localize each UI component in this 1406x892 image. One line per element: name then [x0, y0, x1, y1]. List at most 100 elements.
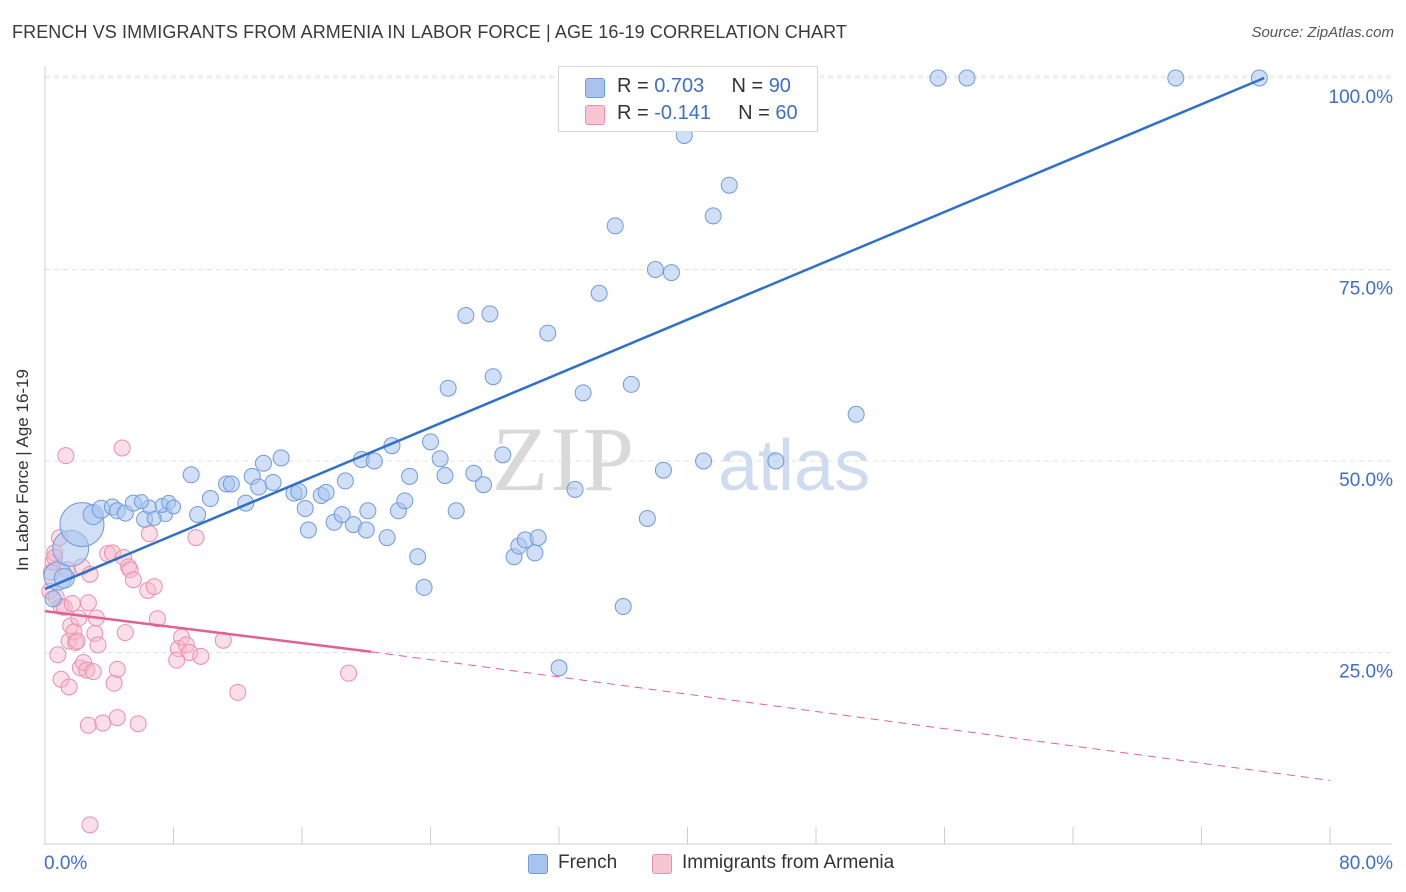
armenia-point	[129, 715, 147, 733]
french-point	[526, 544, 544, 562]
french-point	[695, 452, 713, 470]
armenia-point	[121, 561, 139, 579]
french-r-value: 0.703	[654, 75, 705, 97]
armenia-trend-extension	[371, 651, 1331, 781]
grid-layer	[45, 75, 1392, 653]
tick-label-layer: 25.0% 50.0% 75.0% 100.0% 0.0% 80.0%	[44, 87, 1393, 874]
french-point	[614, 598, 632, 616]
french-point	[436, 467, 454, 485]
french-legend-swatch	[528, 854, 548, 874]
armenia-point	[145, 578, 163, 596]
french-point	[166, 499, 181, 515]
french-point	[529, 529, 547, 547]
french-point	[333, 506, 351, 524]
french-trend-line	[44, 76, 1265, 591]
french-point	[357, 521, 375, 539]
armenia-point	[124, 571, 142, 589]
y-tick-label: 100.0%	[1329, 87, 1394, 108]
french-point	[457, 306, 475, 324]
french-swatch	[585, 78, 605, 98]
french-points	[43, 69, 1268, 677]
armenia-point	[57, 447, 75, 465]
french-point	[958, 69, 976, 87]
armenia-point	[60, 678, 78, 696]
armenia-legend-swatch	[652, 854, 672, 874]
armenia-point	[81, 816, 99, 834]
french-point	[465, 464, 483, 482]
french-point	[929, 69, 947, 87]
french-point	[272, 449, 290, 467]
french-point	[222, 475, 240, 493]
french-point	[574, 384, 592, 402]
y-tick-label: 75.0%	[1339, 279, 1393, 300]
french-point	[264, 473, 282, 491]
french-point	[1167, 69, 1185, 87]
french-point	[494, 446, 512, 464]
y-axis-label-wrap: In Labor Force | Age 16-19	[8, 0, 38, 892]
watermark: ZIP atlas	[492, 408, 870, 510]
french-point	[296, 499, 314, 517]
french-n-label: N =	[731, 75, 769, 97]
armenia-point	[89, 636, 107, 654]
french-point	[409, 548, 427, 566]
french-point	[189, 506, 207, 524]
armenia-point	[108, 660, 126, 678]
french-legend-label: French	[558, 852, 618, 873]
source-label: Source: ZipAtlas.com	[1251, 24, 1394, 41]
french-point	[254, 454, 272, 472]
french-point	[606, 217, 624, 235]
armenia-point	[229, 683, 247, 701]
y-tick-label: 50.0%	[1339, 470, 1393, 491]
french-point	[422, 433, 439, 451]
french-point	[539, 324, 557, 342]
french-point	[401, 467, 419, 485]
french-point	[250, 478, 268, 496]
french-point	[566, 480, 584, 498]
french-point	[646, 261, 664, 278]
armenia-legend-label: Immigrants from Armenia	[682, 852, 895, 873]
x-tick-label-max: 80.0%	[1339, 853, 1393, 874]
french-point	[378, 529, 396, 547]
french-point	[847, 405, 865, 423]
armenia-trend-line	[44, 609, 372, 653]
correlation-legend: R = 0.703 N = 90 R = -0.141 N = 60	[558, 66, 818, 132]
french-point	[299, 521, 317, 539]
french-point	[133, 494, 149, 510]
french-point	[365, 452, 383, 470]
french-point	[484, 368, 502, 386]
french-point	[201, 490, 219, 508]
armenia-r-value: -0.141	[654, 102, 711, 124]
french-point	[431, 450, 449, 468]
french-point	[654, 461, 672, 479]
armenia-point	[140, 525, 158, 543]
watermark-zip: ZIP	[492, 408, 636, 510]
french-point	[622, 375, 640, 393]
french-r-label: R =	[617, 75, 655, 97]
armenia-n-value: 60	[775, 102, 798, 124]
french-point	[550, 659, 568, 677]
french-point	[146, 510, 162, 526]
french-point	[767, 452, 785, 470]
french-point	[704, 207, 722, 225]
y-axis-label: In Labor Force | Age 16-19	[13, 369, 32, 571]
armenia-point	[68, 632, 86, 650]
french-point	[359, 502, 377, 520]
armenia-point	[79, 716, 97, 734]
armenia-point	[108, 709, 126, 727]
trend-layer	[44, 76, 1331, 781]
armenia-point	[113, 439, 131, 457]
chart-title: FRENCH VS IMMIGRANTS FROM ARMENIA IN LAB…	[12, 22, 847, 42]
armenia-n-label: N =	[738, 102, 776, 124]
armenia-swatch	[585, 105, 605, 125]
watermark-atlas: atlas	[718, 426, 870, 506]
french-n-value: 90	[768, 75, 791, 97]
french-point	[396, 492, 414, 510]
armenia-r-label: R =	[617, 102, 655, 124]
armenia-point	[148, 610, 166, 628]
armenia-point	[116, 624, 134, 642]
armenia-point	[94, 714, 112, 732]
french-point	[44, 590, 62, 608]
armenia-point	[49, 646, 67, 664]
french-point	[447, 502, 465, 520]
